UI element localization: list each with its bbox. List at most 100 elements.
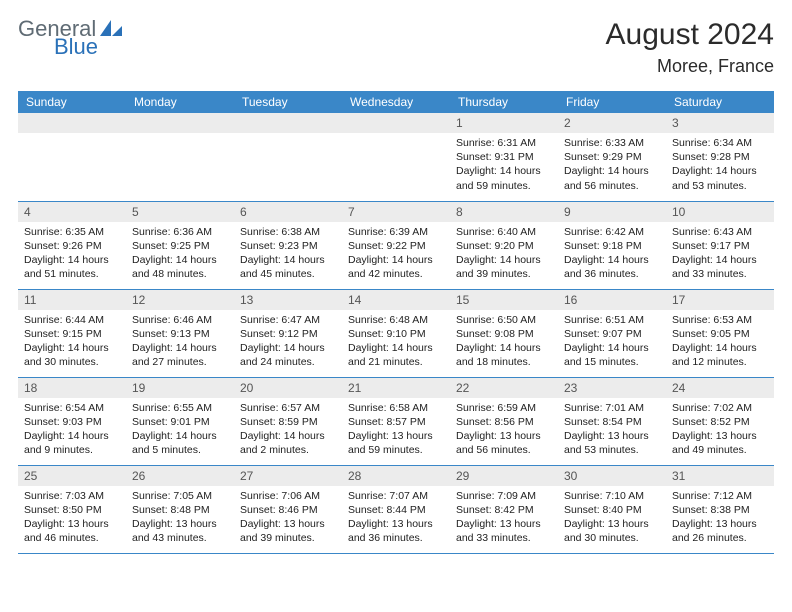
daylight-text-line1: Daylight: 14 hours [564, 164, 660, 178]
calendar-cell: 17Sunrise: 6:53 AMSunset: 9:05 PMDayligh… [666, 289, 774, 377]
calendar-cell: 20Sunrise: 6:57 AMSunset: 8:59 PMDayligh… [234, 377, 342, 465]
daylight-text-line2: and 5 minutes. [132, 443, 228, 457]
sunset-text: Sunset: 8:38 PM [672, 503, 768, 517]
day-number: 24 [666, 378, 774, 398]
day-number: 20 [234, 378, 342, 398]
day-number: 30 [558, 466, 666, 486]
calendar-cell: 11Sunrise: 6:44 AMSunset: 9:15 PMDayligh… [18, 289, 126, 377]
sunset-text: Sunset: 9:01 PM [132, 415, 228, 429]
day-details: Sunrise: 6:55 AMSunset: 9:01 PMDaylight:… [126, 398, 234, 462]
daylight-text-line1: Daylight: 14 hours [132, 253, 228, 267]
sunset-text: Sunset: 9:17 PM [672, 239, 768, 253]
calendar-cell: 15Sunrise: 6:50 AMSunset: 9:08 PMDayligh… [450, 289, 558, 377]
daylight-text-line2: and 46 minutes. [24, 531, 120, 545]
sunrise-text: Sunrise: 6:33 AM [564, 136, 660, 150]
day-number-empty [234, 113, 342, 133]
day-details: Sunrise: 6:58 AMSunset: 8:57 PMDaylight:… [342, 398, 450, 462]
day-details: Sunrise: 6:38 AMSunset: 9:23 PMDaylight:… [234, 222, 342, 286]
day-number: 12 [126, 290, 234, 310]
calendar-cell: 13Sunrise: 6:47 AMSunset: 9:12 PMDayligh… [234, 289, 342, 377]
sunrise-text: Sunrise: 7:07 AM [348, 489, 444, 503]
sunrise-text: Sunrise: 6:51 AM [564, 313, 660, 327]
weekday-header: Friday [558, 91, 666, 113]
sunrise-text: Sunrise: 7:05 AM [132, 489, 228, 503]
daylight-text-line1: Daylight: 14 hours [132, 429, 228, 443]
day-details: Sunrise: 7:05 AMSunset: 8:48 PMDaylight:… [126, 486, 234, 550]
sunrise-text: Sunrise: 6:43 AM [672, 225, 768, 239]
daylight-text-line2: and 24 minutes. [240, 355, 336, 369]
calendar-cell: 6Sunrise: 6:38 AMSunset: 9:23 PMDaylight… [234, 201, 342, 289]
daylight-text-line2: and 36 minutes. [348, 531, 444, 545]
day-number: 21 [342, 378, 450, 398]
logo: General Blue [18, 18, 122, 58]
day-number: 22 [450, 378, 558, 398]
calendar-cell: 30Sunrise: 7:10 AMSunset: 8:40 PMDayligh… [558, 465, 666, 553]
day-number: 18 [18, 378, 126, 398]
day-details: Sunrise: 6:53 AMSunset: 9:05 PMDaylight:… [666, 310, 774, 374]
calendar-cell: 3Sunrise: 6:34 AMSunset: 9:28 PMDaylight… [666, 113, 774, 201]
calendar-cell: 27Sunrise: 7:06 AMSunset: 8:46 PMDayligh… [234, 465, 342, 553]
sunset-text: Sunset: 8:52 PM [672, 415, 768, 429]
sunset-text: Sunset: 9:10 PM [348, 327, 444, 341]
daylight-text-line2: and 21 minutes. [348, 355, 444, 369]
calendar-cell: 24Sunrise: 7:02 AMSunset: 8:52 PMDayligh… [666, 377, 774, 465]
daylight-text-line1: Daylight: 13 hours [348, 429, 444, 443]
daylight-text-line2: and 30 minutes. [564, 531, 660, 545]
calendar-cell [234, 113, 342, 201]
day-number: 9 [558, 202, 666, 222]
day-number: 5 [126, 202, 234, 222]
daylight-text-line2: and 51 minutes. [24, 267, 120, 281]
sunset-text: Sunset: 9:20 PM [456, 239, 552, 253]
daylight-text-line2: and 12 minutes. [672, 355, 768, 369]
day-number: 23 [558, 378, 666, 398]
daylight-text-line1: Daylight: 14 hours [132, 341, 228, 355]
day-details: Sunrise: 6:48 AMSunset: 9:10 PMDaylight:… [342, 310, 450, 374]
calendar-cell: 2Sunrise: 6:33 AMSunset: 9:29 PMDaylight… [558, 113, 666, 201]
day-details: Sunrise: 7:03 AMSunset: 8:50 PMDaylight:… [18, 486, 126, 550]
calendar-cell [18, 113, 126, 201]
calendar-cell: 14Sunrise: 6:48 AMSunset: 9:10 PMDayligh… [342, 289, 450, 377]
day-number: 15 [450, 290, 558, 310]
title-block: August 2024 Moree, France [606, 18, 774, 77]
sunset-text: Sunset: 9:12 PM [240, 327, 336, 341]
sunrise-text: Sunrise: 7:12 AM [672, 489, 768, 503]
sunrise-text: Sunrise: 6:34 AM [672, 136, 768, 150]
calendar-week-row: 1Sunrise: 6:31 AMSunset: 9:31 PMDaylight… [18, 113, 774, 201]
day-number: 25 [18, 466, 126, 486]
sunrise-text: Sunrise: 6:58 AM [348, 401, 444, 415]
day-number: 14 [342, 290, 450, 310]
daylight-text-line1: Daylight: 14 hours [672, 253, 768, 267]
sunrise-text: Sunrise: 6:57 AM [240, 401, 336, 415]
day-details: Sunrise: 6:35 AMSunset: 9:26 PMDaylight:… [18, 222, 126, 286]
daylight-text-line1: Daylight: 13 hours [564, 517, 660, 531]
sunset-text: Sunset: 8:44 PM [348, 503, 444, 517]
daylight-text-line2: and 48 minutes. [132, 267, 228, 281]
calendar-cell: 7Sunrise: 6:39 AMSunset: 9:22 PMDaylight… [342, 201, 450, 289]
daylight-text-line1: Daylight: 13 hours [456, 517, 552, 531]
daylight-text-line1: Daylight: 14 hours [348, 253, 444, 267]
sunset-text: Sunset: 9:23 PM [240, 239, 336, 253]
day-number: 19 [126, 378, 234, 398]
weekday-header: Monday [126, 91, 234, 113]
sunrise-text: Sunrise: 7:06 AM [240, 489, 336, 503]
daylight-text-line1: Daylight: 14 hours [240, 253, 336, 267]
daylight-text-line1: Daylight: 13 hours [672, 517, 768, 531]
sunrise-text: Sunrise: 7:09 AM [456, 489, 552, 503]
calendar-cell: 10Sunrise: 6:43 AMSunset: 9:17 PMDayligh… [666, 201, 774, 289]
daylight-text-line1: Daylight: 13 hours [24, 517, 120, 531]
daylight-text-line2: and 30 minutes. [24, 355, 120, 369]
sunset-text: Sunset: 9:05 PM [672, 327, 768, 341]
sunrise-text: Sunrise: 6:53 AM [672, 313, 768, 327]
daylight-text-line2: and 26 minutes. [672, 531, 768, 545]
sunrise-text: Sunrise: 6:39 AM [348, 225, 444, 239]
day-number-empty [18, 113, 126, 133]
location: Moree, France [606, 56, 774, 77]
calendar-week-row: 4Sunrise: 6:35 AMSunset: 9:26 PMDaylight… [18, 201, 774, 289]
sunset-text: Sunset: 8:59 PM [240, 415, 336, 429]
daylight-text-line1: Daylight: 14 hours [672, 341, 768, 355]
daylight-text-line1: Daylight: 14 hours [564, 253, 660, 267]
day-number-empty [342, 113, 450, 133]
weekday-header-row: Sunday Monday Tuesday Wednesday Thursday… [18, 91, 774, 113]
daylight-text-line1: Daylight: 14 hours [456, 164, 552, 178]
sunset-text: Sunset: 9:08 PM [456, 327, 552, 341]
